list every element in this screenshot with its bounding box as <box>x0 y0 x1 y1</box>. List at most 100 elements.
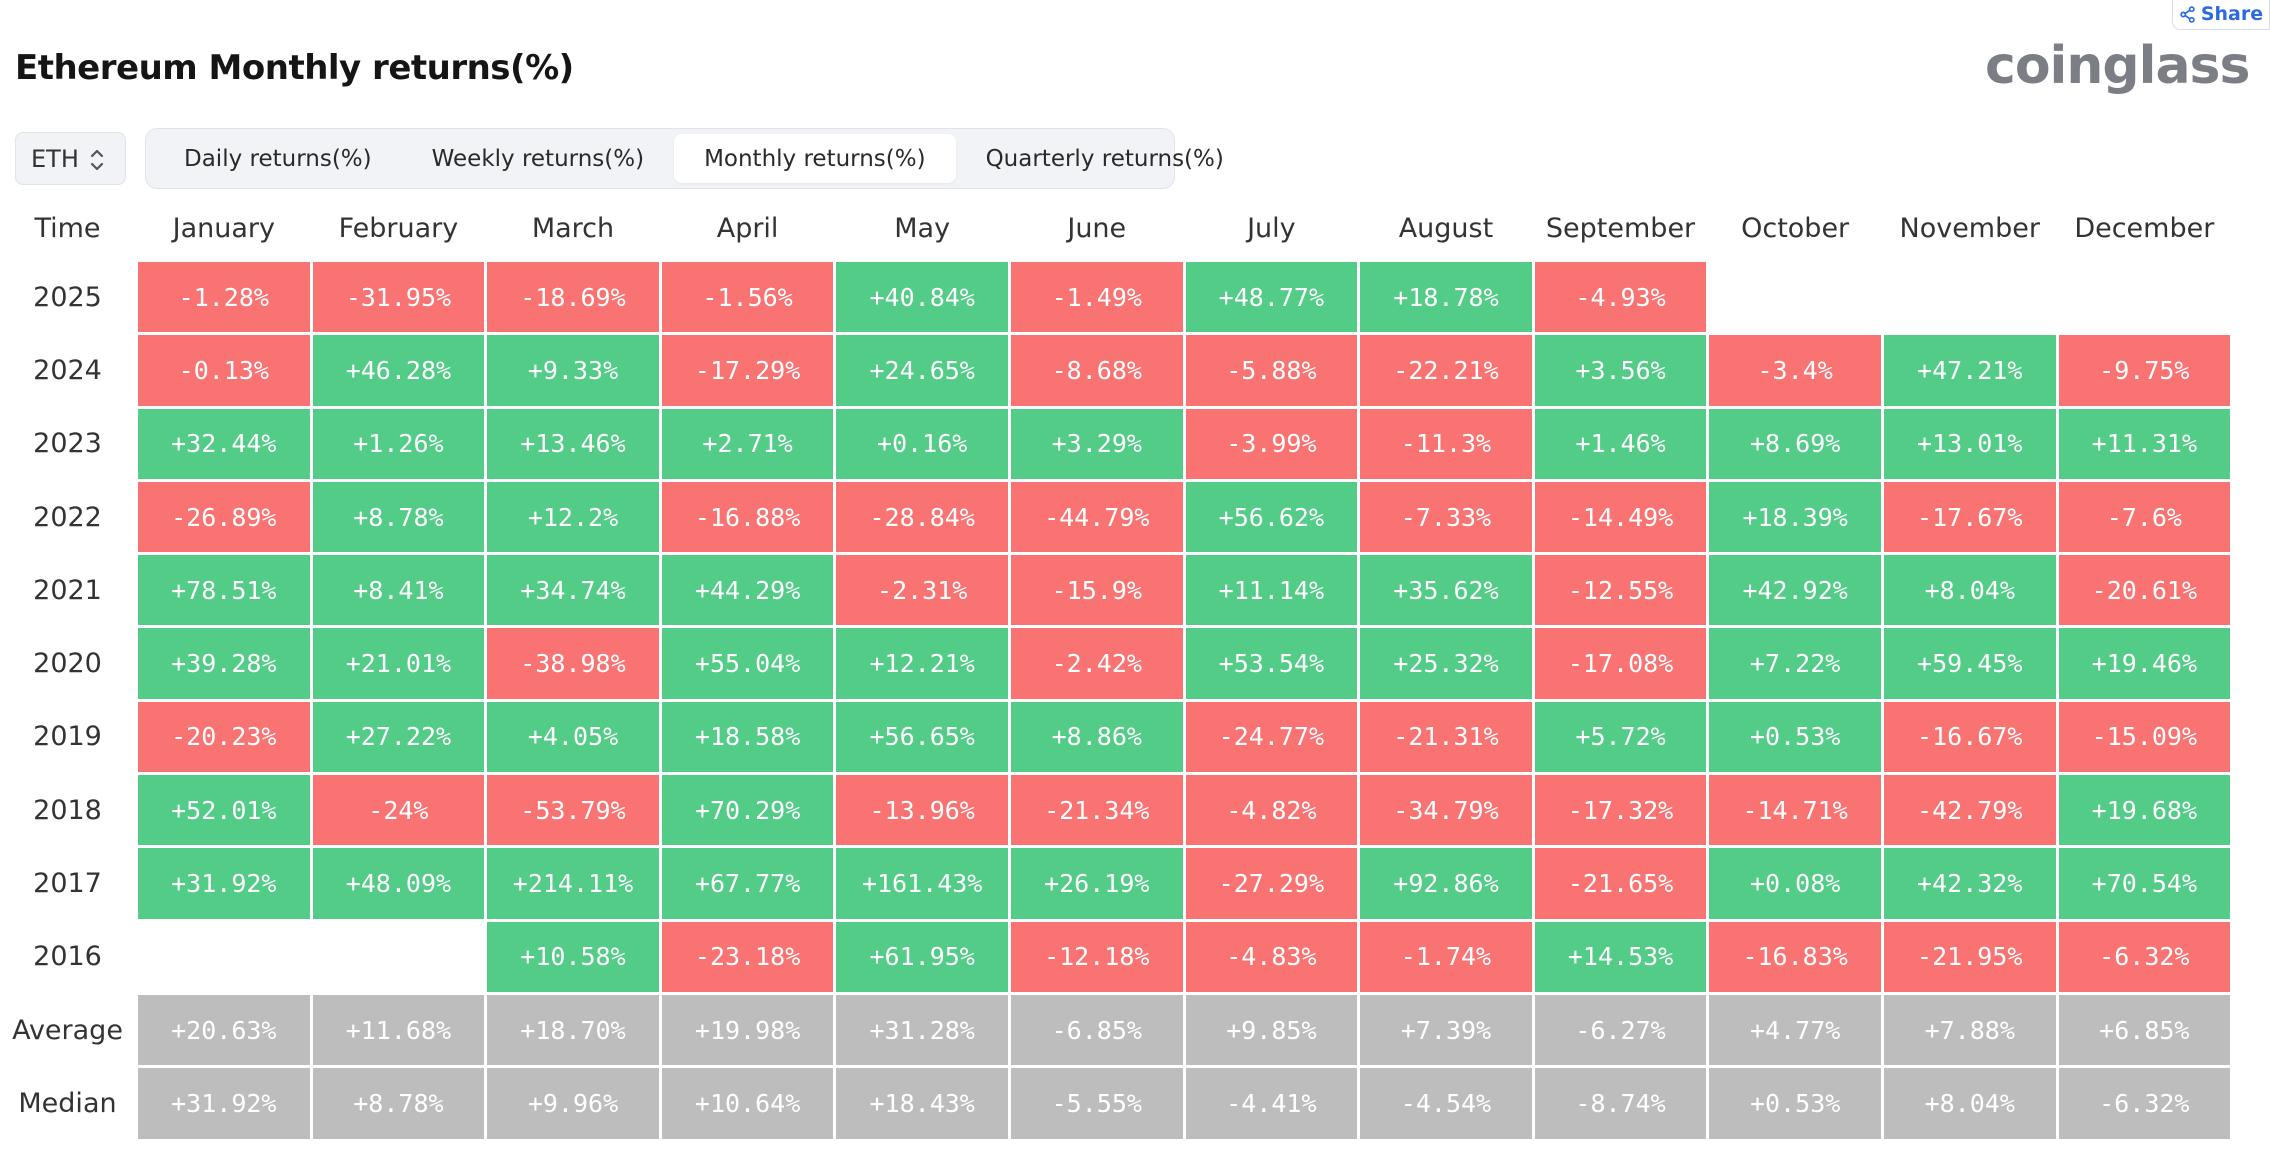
return-cell: +48.09% <box>312 848 485 919</box>
empty-cell <box>1709 262 1881 332</box>
return-cell: -27.29% <box>1185 848 1358 919</box>
return-cell: +56.62% <box>1185 481 1358 553</box>
year-label: 2024 <box>33 354 102 386</box>
year-label: 2022 <box>33 501 102 533</box>
return-cell: -1.49% <box>1010 262 1183 333</box>
empty-cell <box>2059 262 2231 332</box>
return-cell: -28.84% <box>836 481 1008 553</box>
return-cell: -53.79% <box>487 775 659 846</box>
return-cell: -24% <box>312 775 485 846</box>
return-cell: -12.18% <box>1010 921 1183 992</box>
return-cell: +0.16% <box>836 408 1008 479</box>
tab-label: Monthly returns(%) <box>704 145 926 172</box>
return-cell: +11.31% <box>2058 408 2231 479</box>
return-cell: +7.88% <box>1883 994 2056 1066</box>
tab-label: Quarterly returns(%) <box>985 145 1224 172</box>
month-header: March <box>531 212 615 244</box>
return-cell: -4.54% <box>1360 1068 1532 1139</box>
return-cell: -23.18% <box>661 921 834 992</box>
return-cell: +92.86% <box>1360 848 1532 919</box>
tab-daily-returns[interactable]: Daily returns(%) <box>154 134 402 183</box>
return-cell: +8.69% <box>1709 408 1881 479</box>
empty-cell <box>138 922 310 992</box>
return-cell: +31.28% <box>836 994 1008 1066</box>
return-cell: -1.74% <box>1360 921 1532 992</box>
coin-select[interactable]: ETH <box>15 132 126 185</box>
return-cell: +4.77% <box>1709 994 1881 1066</box>
coin-select-value: ETH <box>31 144 79 173</box>
return-cell: -7.33% <box>1360 481 1532 553</box>
return-cell: +10.64% <box>661 1068 834 1139</box>
chevron-up-down-icon <box>90 149 104 171</box>
brand-logo: coinglass <box>1985 36 2250 96</box>
return-cell: -0.13% <box>138 335 310 406</box>
tab-quarterly-returns[interactable]: Quarterly returns(%) <box>956 134 1254 183</box>
year-label: 2020 <box>33 648 102 680</box>
stat-label: Median <box>18 1087 117 1119</box>
return-cell: -6.85% <box>1010 994 1183 1066</box>
return-cell: -22.21% <box>1360 335 1532 406</box>
return-cell: -34.79% <box>1360 775 1532 846</box>
month-header: August <box>1398 212 1494 244</box>
return-cell: -20.23% <box>138 701 310 773</box>
return-cell: +34.74% <box>487 555 659 626</box>
year-label: 2016 <box>33 941 102 973</box>
return-cell: -8.68% <box>1010 335 1183 406</box>
return-cell: -17.29% <box>661 335 834 406</box>
month-header: September <box>1545 212 1696 244</box>
return-cell: +44.29% <box>661 555 834 626</box>
return-cell: +3.29% <box>1010 408 1183 479</box>
return-cell: -4.93% <box>1534 262 1707 333</box>
return-cell: +25.32% <box>1360 628 1532 699</box>
return-cell: +61.95% <box>836 921 1008 992</box>
return-cell: +20.63% <box>138 994 310 1066</box>
return-cell: +48.77% <box>1185 262 1358 333</box>
return-cell: +35.62% <box>1360 555 1532 626</box>
return-cell: +8.04% <box>1883 1068 2056 1139</box>
return-cell: +214.11% <box>487 848 659 919</box>
return-cell: +12.2% <box>487 481 659 553</box>
month-header: November <box>1899 212 2040 244</box>
return-cell: +5.72% <box>1534 701 1707 773</box>
return-cell: +12.21% <box>836 628 1008 699</box>
return-cell: +9.85% <box>1185 994 1358 1066</box>
return-cell: -17.67% <box>1883 481 2056 553</box>
return-cell: -4.41% <box>1185 1068 1358 1139</box>
return-cell: +9.33% <box>487 335 659 406</box>
return-cell: -13.96% <box>836 775 1008 846</box>
return-cell: -9.75% <box>2058 335 2231 406</box>
return-cell: -20.61% <box>2058 555 2231 626</box>
return-cell: +0.53% <box>1709 701 1881 773</box>
page-title: Ethereum Monthly returns(%) <box>15 48 574 88</box>
return-cell: +8.78% <box>312 1068 485 1139</box>
tab-label: Daily returns(%) <box>184 145 372 172</box>
year-label: 2019 <box>33 721 102 753</box>
return-cell: +0.08% <box>1709 848 1881 919</box>
return-cell: +18.70% <box>487 994 659 1066</box>
stat-label: Average <box>12 1014 123 1046</box>
return-cell: -18.69% <box>487 262 659 333</box>
return-cell: -3.99% <box>1185 408 1358 479</box>
return-cell: +53.54% <box>1185 628 1358 699</box>
return-cell: +18.78% <box>1360 262 1532 333</box>
return-cell: -12.55% <box>1534 555 1707 626</box>
return-cell: -2.31% <box>836 555 1008 626</box>
month-header: April <box>716 212 779 244</box>
return-cell: +67.77% <box>661 848 834 919</box>
return-cell: +40.84% <box>836 262 1008 333</box>
return-cell: -24.77% <box>1185 701 1358 773</box>
share-button[interactable]: Share <box>2172 0 2270 30</box>
return-cell: +13.46% <box>487 408 659 479</box>
return-cell: +4.05% <box>487 701 659 773</box>
tab-monthly-returns[interactable]: Monthly returns(%) <box>674 134 956 183</box>
return-cell: +19.68% <box>2058 775 2231 846</box>
return-cell: +19.46% <box>2058 628 2231 699</box>
return-cell: +19.98% <box>661 994 834 1066</box>
return-cell: -5.55% <box>1010 1068 1183 1139</box>
returns-tabs: Daily returns(%) Weekly returns(%) Month… <box>145 128 1224 189</box>
return-cell: +13.01% <box>1883 408 2056 479</box>
empty-cell <box>1884 262 2056 332</box>
tab-weekly-returns[interactable]: Weekly returns(%) <box>402 134 674 183</box>
return-cell: -6.32% <box>2058 1068 2231 1139</box>
return-cell: +31.92% <box>138 1068 310 1139</box>
